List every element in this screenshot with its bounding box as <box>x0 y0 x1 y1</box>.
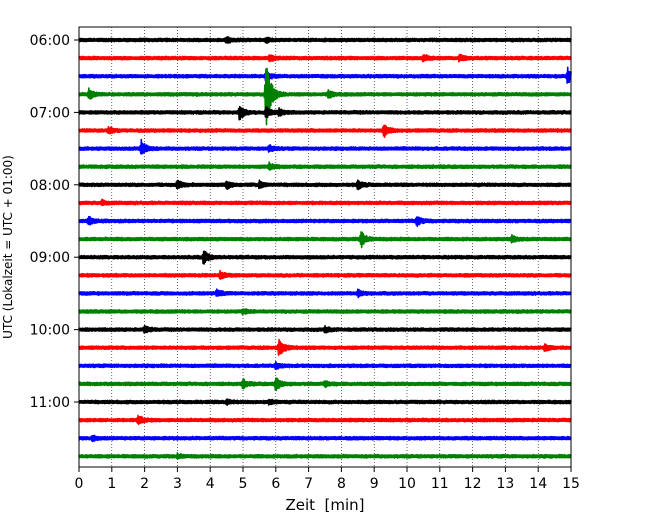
trace-0645 <box>78 67 572 126</box>
x-tick-label: 2 <box>140 476 149 492</box>
trace-0715 <box>78 124 572 139</box>
gridlines <box>111 27 539 467</box>
x-tick-label: 1 <box>107 476 116 492</box>
x-tick-label: 10 <box>398 476 416 492</box>
x-tick-label: 8 <box>337 476 346 492</box>
y-tick-label: 09:00 <box>30 250 70 266</box>
trace-0630 <box>78 66 572 84</box>
trace-1045 <box>78 377 572 392</box>
trace-0745 <box>78 161 572 171</box>
x-tick-label: 11 <box>431 476 449 492</box>
y-tick-label: 11:00 <box>30 395 70 411</box>
x-tick-label: 9 <box>370 476 379 492</box>
trace-1030 <box>78 361 572 370</box>
trace-0830 <box>78 215 572 228</box>
x-tick-label: 13 <box>496 476 514 492</box>
trace-0730 <box>78 138 572 155</box>
x-tick-label: 15 <box>562 476 580 492</box>
y-axis-ticks: 06:00 07:00 08:00 09:00 10:00 11:00 <box>30 33 79 411</box>
trace-1100 <box>78 398 572 406</box>
y-axis-title: UTC (Lokalzeit = UTC + 01:00) <box>1 155 15 339</box>
x-axis-ticks: 0 1 2 3 4 5 6 7 8 9 10 11 12 13 14 15 <box>75 467 580 492</box>
trace-1145 <box>78 452 572 460</box>
y-tick-label: 07:00 <box>30 105 70 121</box>
trace-1115 <box>78 414 572 426</box>
trace-1130 <box>78 434 572 443</box>
trace-0945 <box>78 308 572 316</box>
trace-0600 <box>78 36 572 44</box>
trace-1000 <box>78 324 572 334</box>
trace-0900 <box>78 250 572 265</box>
x-tick-label: 6 <box>271 476 280 492</box>
trace-0915 <box>78 269 572 280</box>
seismic-traces <box>78 36 572 460</box>
x-tick-label: 14 <box>529 476 547 492</box>
x-tick-label: 3 <box>173 476 182 492</box>
plot-frame <box>78 26 572 468</box>
trace-0800 <box>78 179 572 191</box>
x-tick-label: 12 <box>464 476 482 492</box>
trace-0815 <box>78 198 572 207</box>
x-tick-label: 0 <box>75 476 84 492</box>
y-tick-label: 10:00 <box>30 323 70 339</box>
trace-0845 <box>78 231 572 249</box>
x-tick-label: 7 <box>304 476 313 492</box>
trace-1015 <box>78 338 572 356</box>
trace-0700 <box>78 105 572 121</box>
trace-0615 <box>78 53 572 63</box>
x-tick-label: 4 <box>206 476 215 492</box>
y-tick-label: 08:00 <box>30 178 70 194</box>
y-tick-label: 06:00 <box>30 33 70 49</box>
x-tick-label: 5 <box>239 476 248 492</box>
trace-0930 <box>78 288 572 299</box>
x-axis-title: Zeit [min] <box>285 496 364 514</box>
